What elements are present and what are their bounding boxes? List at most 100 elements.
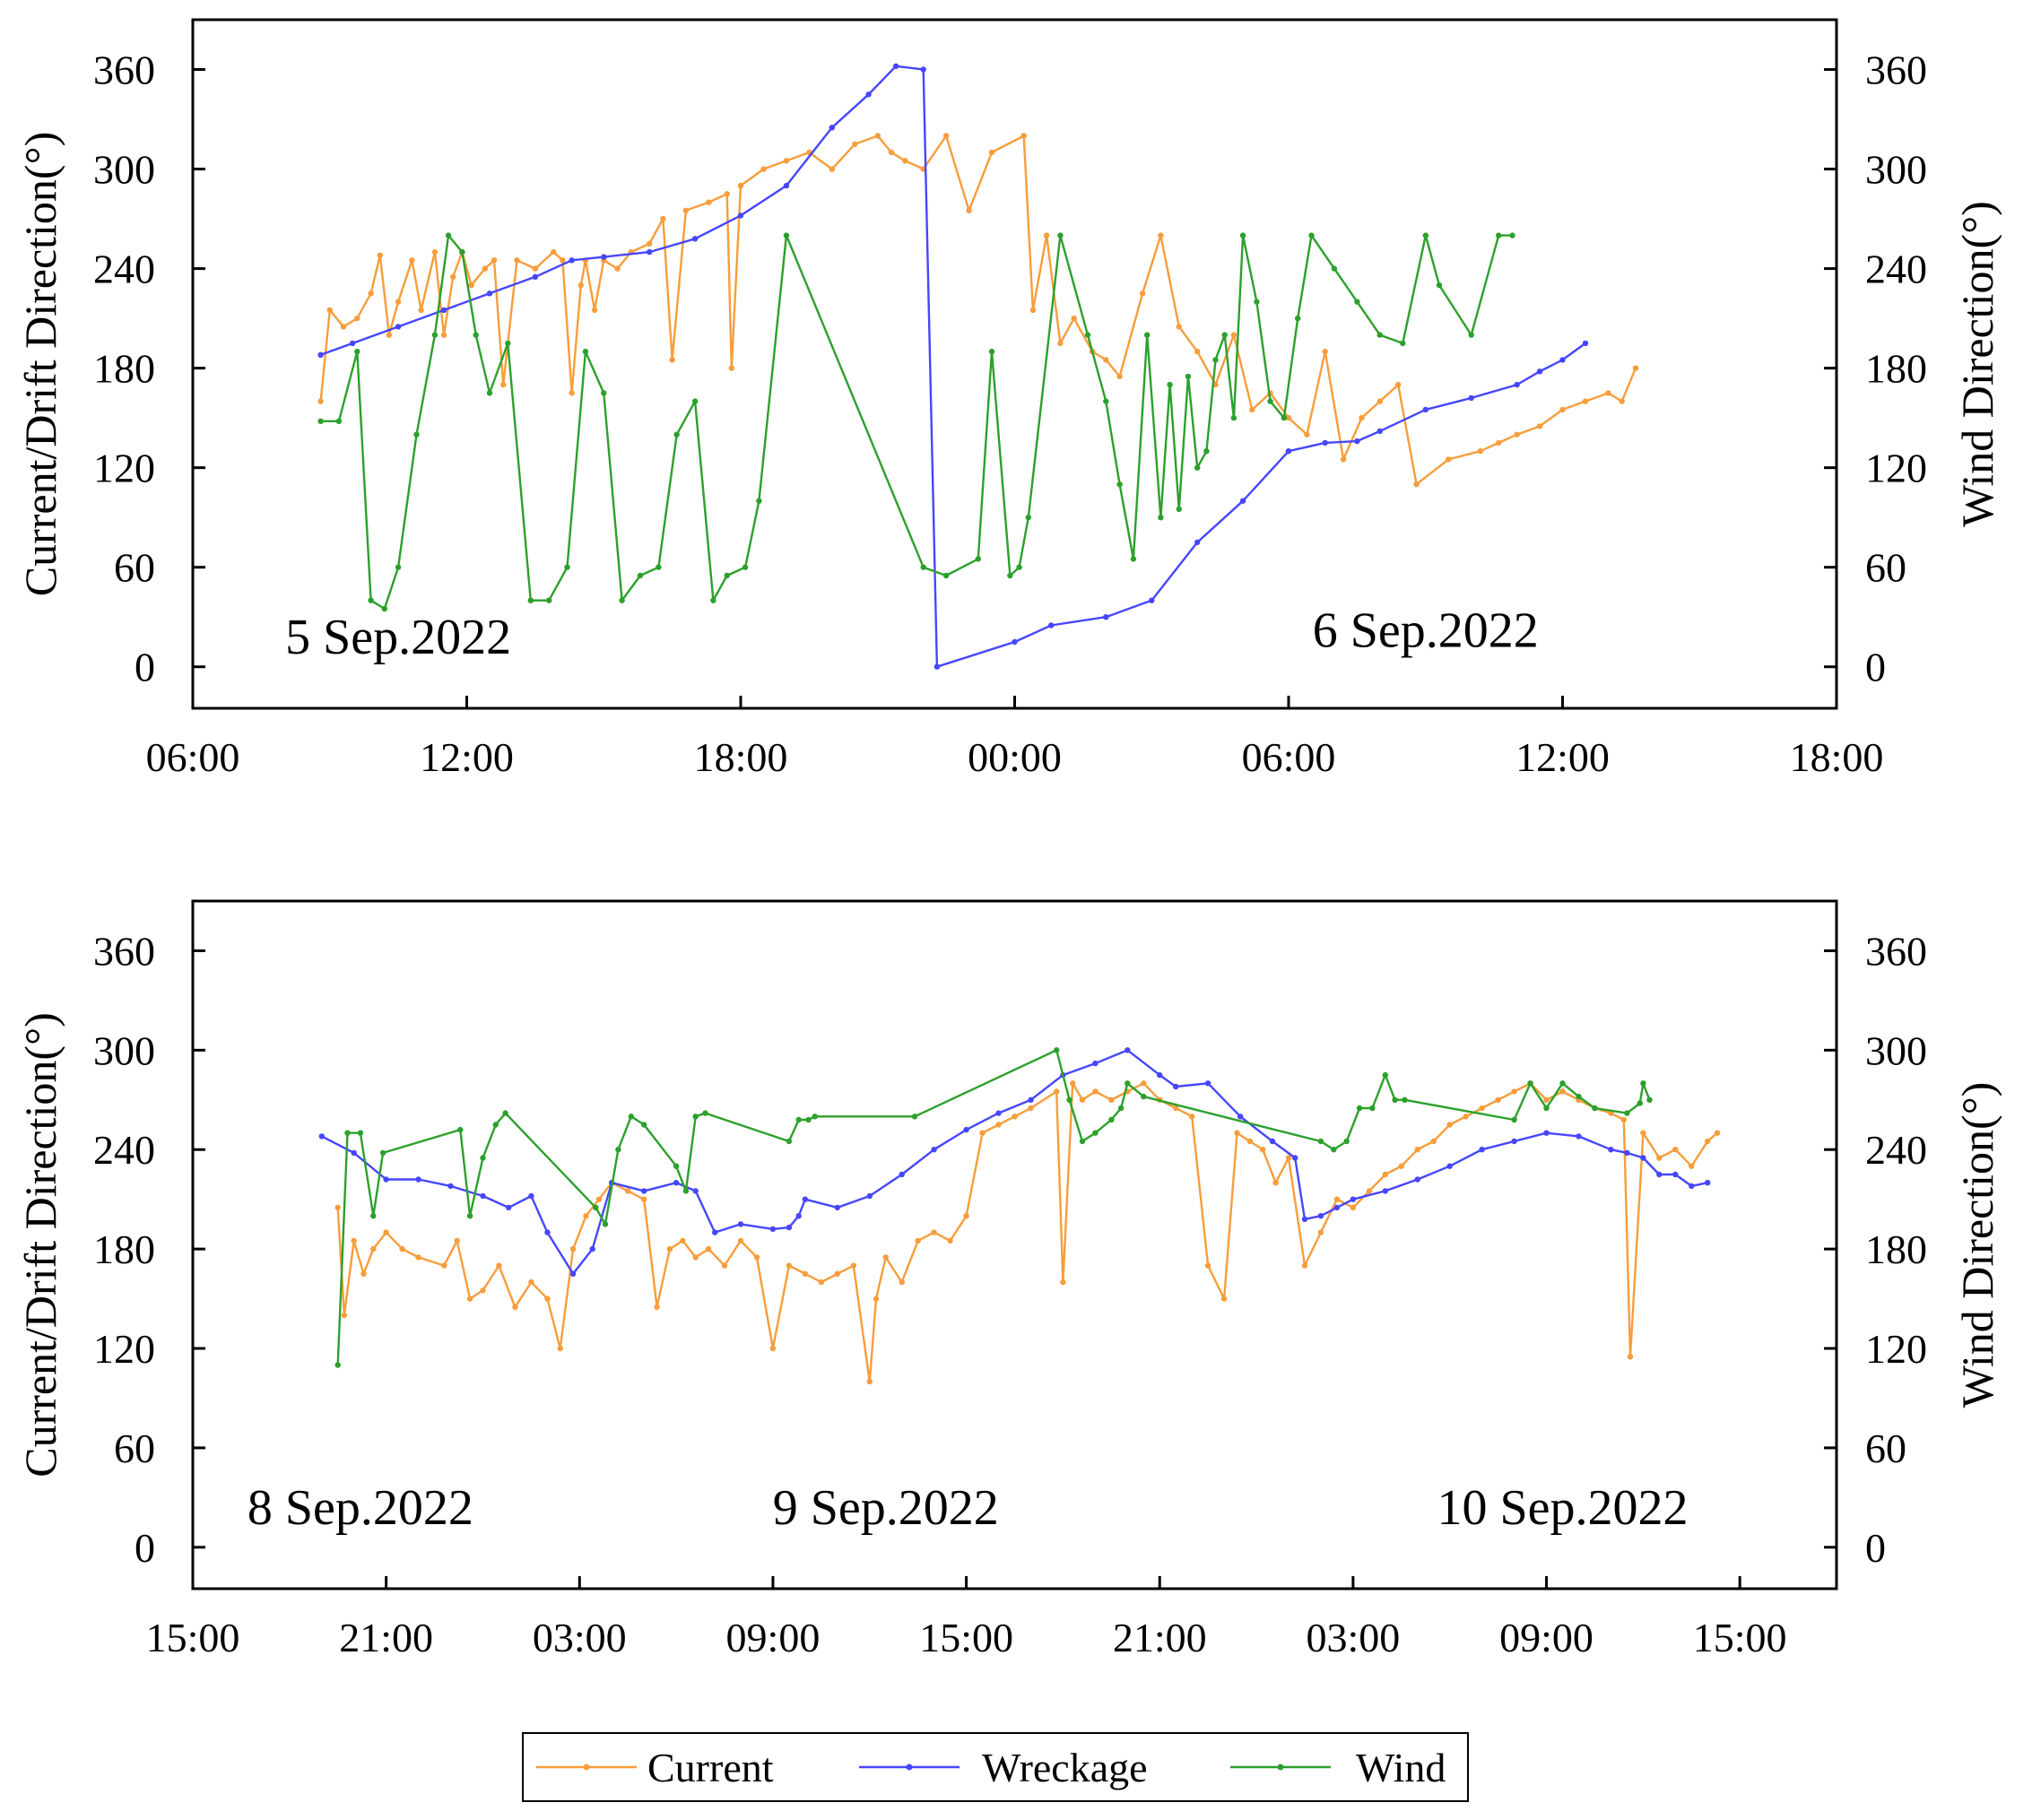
current-point <box>1304 431 1310 438</box>
wreckage-point <box>1173 1083 1179 1090</box>
current-point <box>1285 414 1292 421</box>
series-wreckage <box>318 1047 1711 1278</box>
wind-point <box>1176 506 1183 513</box>
current-point <box>500 381 507 388</box>
current-point <box>1536 423 1543 429</box>
y-tick-label-left: 120 <box>93 1326 155 1372</box>
wind-point <box>1511 1116 1517 1123</box>
current-point <box>915 1237 921 1244</box>
current-point <box>354 315 360 322</box>
wreckage-point <box>963 1126 969 1133</box>
current-point <box>395 299 402 305</box>
wreckage-point <box>1239 498 1246 504</box>
wind-point <box>920 564 926 570</box>
wreckage-point <box>920 66 926 73</box>
wind-point <box>1066 1096 1072 1104</box>
current-point <box>514 257 520 264</box>
current-point <box>1139 290 1146 297</box>
wreckage-point <box>1092 1060 1098 1067</box>
wind-point <box>1221 332 1228 338</box>
current-point <box>595 1196 603 1202</box>
date-annotation: 9 Sep.2022 <box>773 1480 999 1536</box>
wind-point <box>431 332 439 338</box>
y-axis-label-left: Current/Drift Direction(°) <box>15 132 65 596</box>
wreckage-point <box>647 248 653 256</box>
wind-point <box>593 1204 599 1211</box>
current-point <box>1559 406 1566 413</box>
current-point <box>360 1270 367 1278</box>
wind-point <box>975 556 982 562</box>
current-point <box>1301 1262 1308 1269</box>
current-point <box>560 257 566 264</box>
current-point <box>351 1237 357 1244</box>
wreckage-point <box>1125 1047 1131 1053</box>
wind-point <box>486 390 493 396</box>
wind-point <box>459 248 465 256</box>
current-point <box>370 1245 377 1252</box>
x-tick-label: 09:00 <box>726 1615 821 1660</box>
wreckage-point <box>1382 1188 1389 1194</box>
current-point <box>496 1262 502 1269</box>
current-point <box>1619 398 1625 404</box>
current-point <box>882 1254 889 1261</box>
wreckage-point <box>532 273 539 280</box>
wind-point <box>1295 315 1301 322</box>
current-point <box>942 133 950 139</box>
plot-frame <box>191 899 1838 1590</box>
wind-point <box>1116 481 1123 488</box>
wind-point <box>1141 1093 1147 1100</box>
x-tick-label: 03:00 <box>533 1615 627 1660</box>
wind-point <box>354 348 360 355</box>
wreckage-point <box>1269 1138 1276 1145</box>
wind-point <box>702 1110 708 1116</box>
current-point <box>760 166 767 172</box>
current-point <box>783 158 790 164</box>
wind-point <box>370 1213 377 1219</box>
y-tick-label-right: 240 <box>1865 1127 1927 1173</box>
wreckage-point <box>1028 1096 1034 1104</box>
current-point <box>995 1122 1002 1128</box>
current-point <box>386 332 393 338</box>
wind-point <box>381 605 387 612</box>
wind-point <box>1637 1100 1644 1106</box>
current-point <box>341 1312 348 1319</box>
current-point <box>466 1296 473 1302</box>
current-point <box>1632 365 1639 371</box>
wind-point <box>1640 1080 1646 1087</box>
wind-point <box>480 1155 486 1161</box>
wind-point <box>641 1122 647 1128</box>
legend-label: Wind <box>1356 1745 1446 1790</box>
wreckage-point <box>395 324 402 330</box>
wind-point <box>742 564 749 570</box>
current-point <box>1220 1296 1228 1302</box>
current-point <box>1479 1105 1485 1112</box>
current-point <box>1395 381 1402 388</box>
wind-point <box>710 597 716 603</box>
bottom-panel: 0 0 60 60 120 120 180 180 240 240 300 300 360 360 15:0… <box>15 899 2002 1660</box>
wind-point <box>1592 1105 1598 1112</box>
x-tick-label: 03:00 <box>1306 1615 1400 1660</box>
wind-point <box>673 1163 680 1169</box>
current-point <box>721 1262 728 1269</box>
current-point <box>850 1262 856 1269</box>
wreckage-point <box>1414 1176 1421 1183</box>
wreckage-point <box>691 236 699 242</box>
wreckage-point <box>1354 438 1360 445</box>
wreckage-point <box>415 1176 421 1183</box>
current-point <box>418 307 424 314</box>
current-point <box>692 1254 699 1261</box>
current-point <box>669 357 675 363</box>
wind-point <box>786 1138 793 1145</box>
wind-point <box>615 1147 621 1153</box>
current-point <box>334 1204 341 1211</box>
current-point <box>1070 1080 1076 1087</box>
wreckage-point <box>351 1149 357 1157</box>
wreckage-point <box>601 254 607 260</box>
current-point <box>931 1229 937 1235</box>
current-point <box>724 191 730 197</box>
wreckage-point <box>318 1133 325 1140</box>
wind-point <box>457 1126 464 1133</box>
x-tick-label: 18:00 <box>694 734 788 780</box>
x-tick-label: 21:00 <box>1113 1615 1207 1660</box>
current-point <box>786 1262 793 1269</box>
